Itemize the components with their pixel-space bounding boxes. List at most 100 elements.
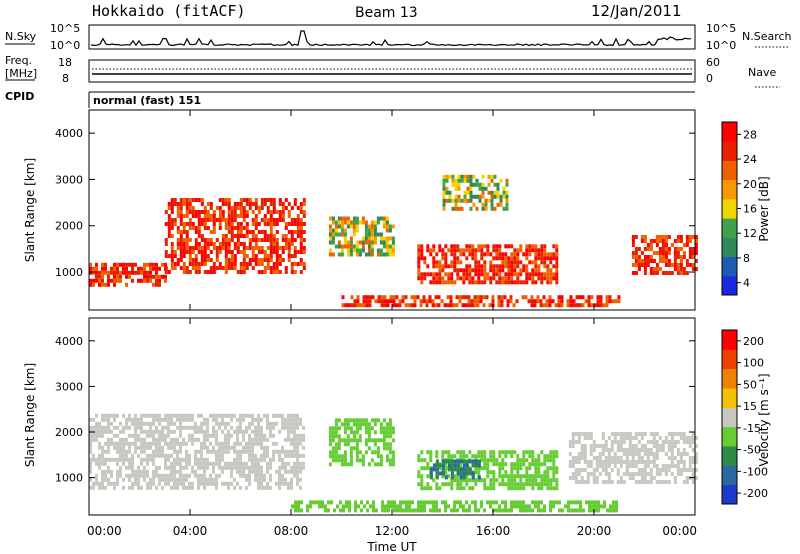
power-cell — [260, 202, 264, 206]
power-cell — [248, 238, 252, 242]
velocity-cell — [510, 470, 514, 475]
velocity-cell — [260, 473, 263, 478]
velocity-cell — [537, 462, 541, 467]
power-cell — [254, 234, 258, 238]
power-cell — [474, 268, 478, 273]
velocity-cell — [649, 460, 653, 464]
power-cell — [254, 262, 258, 266]
velocity-cell — [483, 486, 487, 491]
power-cell — [528, 244, 532, 249]
velocity-cell — [568, 460, 572, 464]
power-cell — [236, 226, 240, 230]
velocity-cell — [251, 441, 254, 446]
power-cell — [370, 228, 374, 233]
velocity-cell — [664, 440, 668, 444]
velocity-cell — [646, 456, 650, 460]
power-cell — [417, 272, 421, 277]
velocity-cell — [110, 413, 113, 418]
velocity-cell — [101, 417, 104, 422]
power-cell — [287, 214, 291, 218]
power-cell — [539, 303, 543, 308]
velocity-cell — [625, 464, 629, 468]
velocity-cell — [640, 436, 644, 440]
velocity-cell — [104, 477, 107, 482]
power-cell — [560, 299, 564, 304]
power-cell — [137, 270, 140, 275]
velocity-cell — [176, 469, 179, 474]
velocity-cell — [546, 478, 550, 483]
power-cell — [688, 255, 692, 259]
power-cell — [655, 251, 659, 255]
power-cell — [542, 303, 546, 308]
velocity-cell — [131, 441, 134, 446]
velocity-cell — [287, 449, 290, 454]
power-cell — [370, 220, 374, 225]
velocity-cell — [95, 473, 98, 478]
power-cell — [293, 238, 297, 242]
power-cell — [281, 234, 285, 238]
velocity-cell — [297, 504, 300, 509]
velocity-cell — [456, 478, 460, 483]
power-cell — [98, 270, 101, 275]
power-cell — [302, 230, 306, 234]
velocity-cell — [501, 458, 505, 463]
velocity-cell — [140, 485, 143, 490]
velocity-cell — [528, 454, 532, 459]
power-cell — [173, 222, 177, 226]
power-cell — [453, 248, 457, 253]
velocity-cell — [366, 500, 369, 505]
velocity-cell — [328, 462, 332, 467]
velocity-cell — [349, 458, 353, 463]
power-cell — [555, 260, 559, 265]
power-cell — [287, 250, 291, 254]
velocity-cell — [453, 474, 457, 479]
velocity-cell — [340, 454, 344, 459]
velocity-cell — [179, 477, 182, 482]
velocity-cell — [134, 481, 137, 486]
velocity-cell — [107, 425, 110, 430]
power-cell — [467, 295, 471, 300]
power-cell — [230, 222, 234, 226]
power-cell — [224, 234, 228, 238]
power-colorbar-swatch — [722, 160, 737, 181]
velocity-cell — [200, 429, 203, 434]
power-cell — [497, 295, 501, 300]
velocity-cell — [257, 417, 260, 422]
velocity-cell — [158, 481, 161, 486]
power-cell — [649, 239, 653, 243]
power-cell — [489, 260, 493, 265]
velocity-cell — [388, 462, 392, 467]
velocity-cell — [182, 437, 185, 442]
power-cell — [388, 228, 392, 233]
power-cell — [266, 258, 270, 262]
power-cell — [188, 262, 192, 266]
velocity-cell — [197, 473, 200, 478]
power-cell — [605, 295, 609, 300]
velocity-cell — [203, 433, 206, 438]
velocity-cell — [373, 418, 377, 423]
velocity-cell — [164, 437, 167, 442]
power-cell — [281, 238, 285, 242]
power-cell — [158, 282, 161, 287]
power-cell — [474, 260, 478, 265]
power-cell — [569, 295, 573, 300]
power-cell — [287, 210, 291, 214]
velocity-cell — [176, 437, 179, 442]
power-cell — [218, 206, 222, 210]
velocity-cell — [349, 430, 353, 435]
velocity-cell — [251, 421, 254, 426]
velocity-cell — [682, 448, 686, 452]
velocity-cell — [516, 482, 520, 487]
power-cell — [468, 248, 472, 253]
velocity-cell — [209, 441, 212, 446]
velocity-cell — [173, 449, 176, 454]
velocity-cell — [337, 434, 341, 439]
power-cell — [664, 259, 668, 263]
power-cell — [230, 266, 234, 270]
velocity-cell — [287, 485, 290, 490]
power-cell — [233, 206, 237, 210]
velocity-cell — [331, 430, 335, 435]
velocity-cell — [405, 504, 408, 509]
power-cell — [328, 236, 332, 241]
velocity-cell — [589, 472, 593, 476]
